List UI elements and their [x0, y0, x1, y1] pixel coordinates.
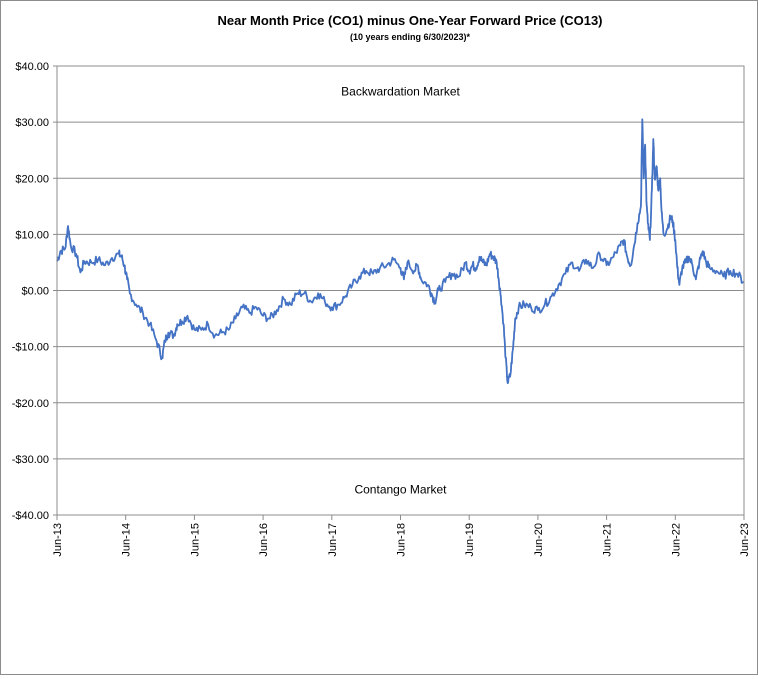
x-axis-ticks: Jun-13 Jun-14 Jun-15 Jun-16 Jun-17 Jun-18 Jun-…: [52, 515, 751, 557]
y-tick-label: $0.00: [21, 286, 49, 298]
x-tick-label: Jun-23: [739, 523, 751, 557]
y-tick-label: $30.00: [15, 117, 49, 129]
x-tick-label: Jun-13: [52, 523, 64, 557]
x-tick-label: Jun-18: [396, 523, 408, 557]
y-tick-label: -$40.00: [12, 510, 49, 522]
x-tick-label: Jun-15: [189, 523, 201, 557]
gridlines: [57, 65, 744, 516]
x-tick-label: Jun-14: [121, 523, 133, 557]
y-tick-label: -$20.00: [12, 398, 49, 410]
x-tick-label: Jun-21: [602, 523, 614, 557]
plot-area-border: [56, 65, 745, 516]
x-tick-label: Jun-17: [327, 523, 339, 557]
y-tick-label: -$10.00: [12, 342, 49, 354]
annotations: Backwardation Market Contango Market: [341, 84, 460, 496]
y-axis-ticks: $40.00 $30.00 $20.00 $10.00 $0.00 -$10.00 -$20…: [12, 61, 57, 522]
x-tick-label: Jun-16: [258, 523, 270, 557]
series-line: [56, 118, 745, 384]
x-tick-label: Jun-19: [464, 523, 476, 557]
chart-title: Near Month Price (CO1) minus One-Year Fo…: [217, 13, 602, 28]
y-tick-label: $40.00: [15, 61, 49, 73]
x-tick-label: Jun-20: [533, 523, 545, 557]
chart-subtitle: (10 years ending 6/30/2023)*: [350, 32, 471, 42]
annotation-contango: Contango Market: [354, 483, 447, 497]
y-tick-label: $10.00: [15, 229, 49, 241]
annotation-backwardation: Backwardation Market: [341, 84, 460, 98]
y-tick-label: -$30.00: [12, 454, 49, 466]
y-tick-label: $20.00: [15, 173, 49, 185]
x-tick-label: Jun-22: [670, 523, 682, 557]
data-series: [56, 118, 745, 384]
